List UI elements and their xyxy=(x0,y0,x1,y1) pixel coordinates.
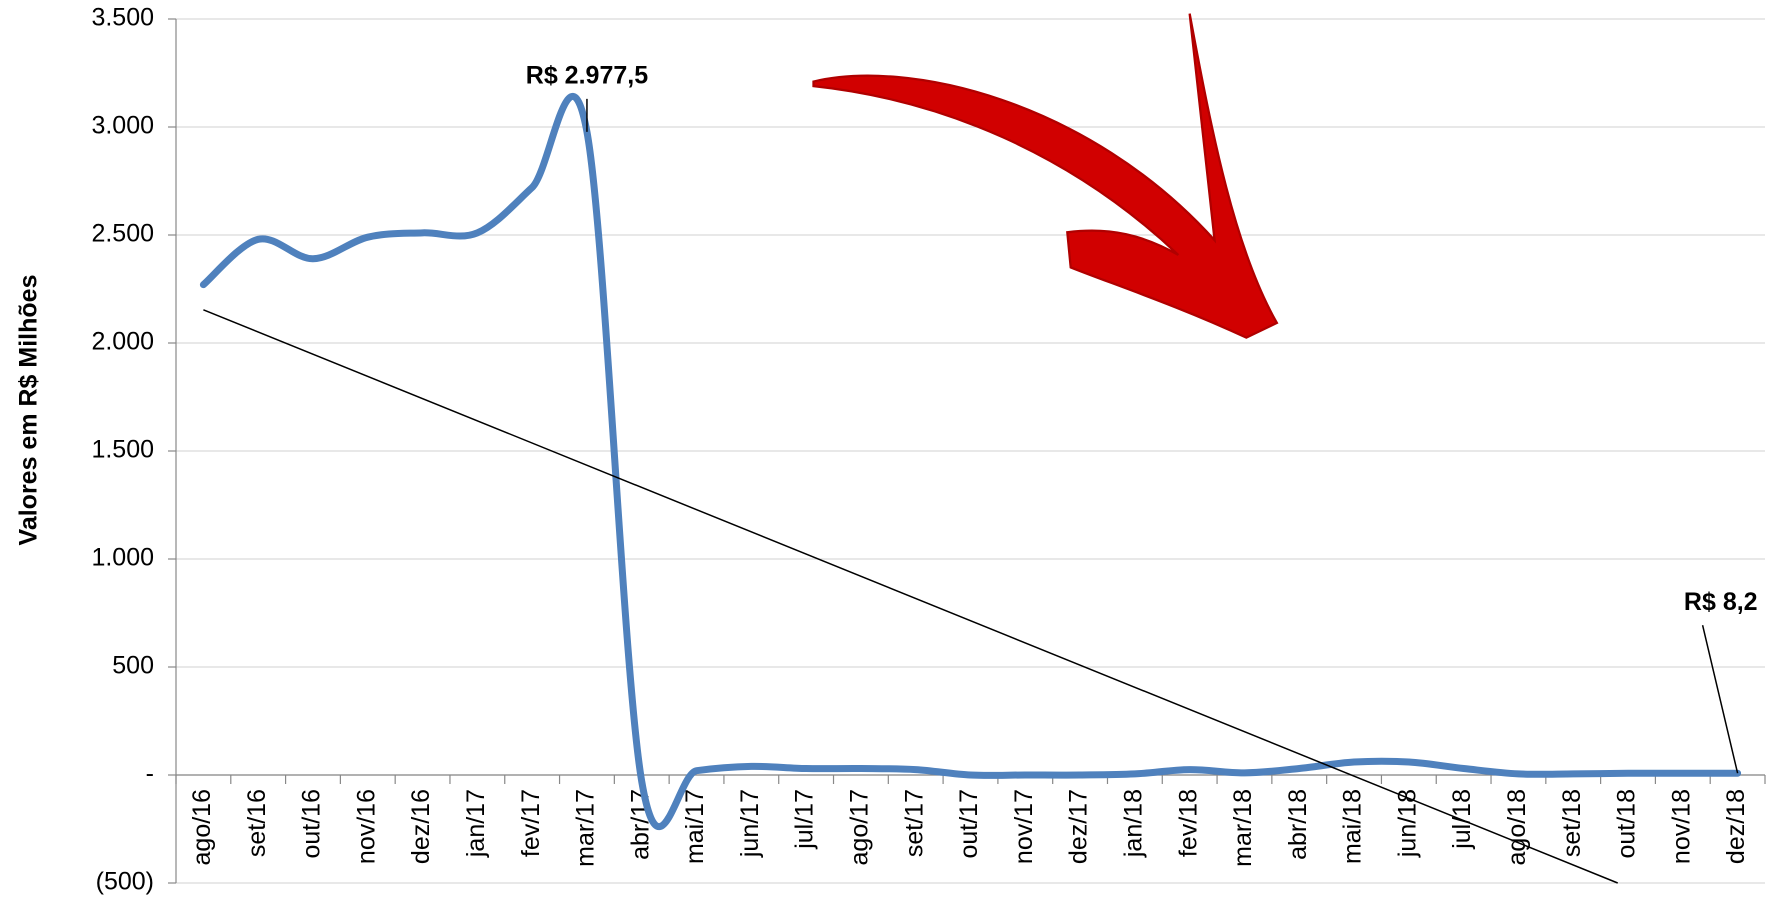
x-tick-label: jan/18 xyxy=(1119,789,1147,858)
x-tick-label: nov/18 xyxy=(1667,789,1695,864)
x-tick-label: nov/17 xyxy=(1010,789,1038,864)
x-tick-label: out/18 xyxy=(1613,789,1641,859)
x-tick-label: nov/16 xyxy=(352,789,380,864)
x-tick-label: dez/17 xyxy=(1065,789,1093,864)
x-tick-label: jan/17 xyxy=(462,789,490,858)
x-tick-label: set/17 xyxy=(900,789,928,857)
trendline xyxy=(203,309,1618,884)
y-tick-label: 1.000 xyxy=(91,544,154,572)
x-tick-label: dez/16 xyxy=(407,789,435,864)
decorative-arrow xyxy=(812,13,1279,339)
x-tick-label: fev/18 xyxy=(1174,789,1202,857)
x-tick-label: mai/18 xyxy=(1339,789,1367,864)
y-tick-label: 1.500 xyxy=(91,436,154,464)
x-tick-label: set/18 xyxy=(1558,789,1586,857)
y-tick-label: 2.000 xyxy=(91,328,154,356)
x-tick-label: abr/18 xyxy=(1284,789,1312,860)
x-tick-label: out/16 xyxy=(298,789,326,859)
x-tick-label: mar/18 xyxy=(1229,789,1257,867)
x-tick-label: fev/17 xyxy=(517,789,545,857)
x-tick-label: abr/17 xyxy=(626,789,654,860)
label-leader xyxy=(1701,625,1739,774)
x-tick-label: jun/17 xyxy=(736,789,764,858)
x-tick-label: jul/17 xyxy=(791,789,819,850)
x-tick-label: jun/18 xyxy=(1393,789,1421,858)
y-tick-label: 3.000 xyxy=(91,112,154,140)
y-tick-label: 500 xyxy=(112,652,154,680)
y-tick-label: 3.500 xyxy=(91,4,154,32)
x-tick-label: ago/17 xyxy=(846,789,874,865)
red-arrow xyxy=(812,13,1279,339)
x-tick-label: set/16 xyxy=(243,789,271,857)
x-tick-label: dez/18 xyxy=(1722,789,1750,864)
x-tick-label: mai/17 xyxy=(681,789,709,864)
x-tick-label: ago/18 xyxy=(1503,789,1531,865)
y-tick-label: 2.500 xyxy=(91,220,154,248)
series-line xyxy=(199,93,1742,831)
x-tick-label: out/17 xyxy=(955,789,983,859)
data-label: R$ 8,2 xyxy=(1684,588,1758,616)
x-tick-label: ago/16 xyxy=(188,789,216,865)
x-tick-label: mar/17 xyxy=(572,789,600,867)
y-tick-label: - xyxy=(146,760,154,788)
y-tick-label: (500) xyxy=(96,868,154,896)
y-axis-title: Valores em R$ Milhões xyxy=(15,275,43,546)
data-label: R$ 2.977,5 xyxy=(526,61,648,89)
